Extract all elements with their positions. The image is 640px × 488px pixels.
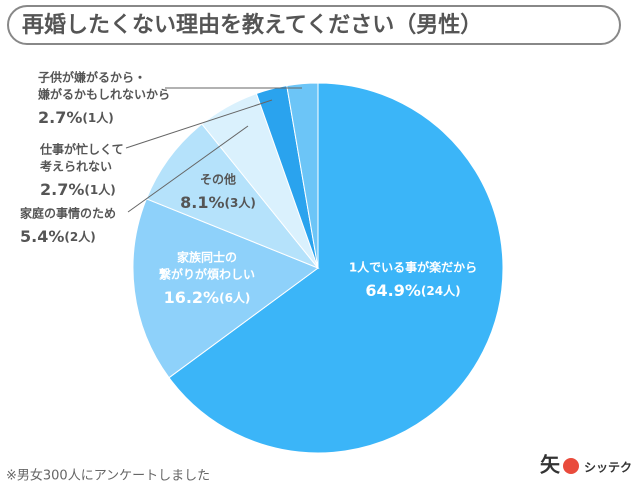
slice-label: 仕事が忙しくて (39, 142, 124, 157)
slice-label: その他 (200, 172, 236, 187)
pie-slice (168, 82, 504, 454)
count-label: (24人) (421, 283, 461, 298)
logo: 矢 シッテク (540, 453, 632, 477)
leader-line (125, 99, 273, 149)
pie-slice (286, 82, 319, 269)
title-frame (7, 5, 621, 45)
value-label: 16.2% (164, 288, 220, 307)
value-label: 5.4% (20, 227, 64, 246)
value-label: 2.7% (38, 108, 82, 127)
slice-value: 5.4%(2人) (20, 227, 96, 246)
value-label: 2.7% (40, 180, 84, 199)
slice-label: 1人でいる事が楽だから (349, 260, 477, 275)
slice-label: 嫌がるかもしれないから (37, 87, 170, 102)
value-label: 8.1% (180, 193, 224, 212)
count-label: (1人) (82, 110, 113, 125)
slice-label: 考えられない (40, 159, 112, 174)
slice-value: 64.9%(24人) (365, 281, 460, 300)
logo-dot (563, 458, 579, 474)
count-label: (3人) (225, 195, 256, 210)
slice-label: 家族同士の (177, 250, 237, 265)
value-label: 64.9% (365, 281, 421, 300)
pie-slice (132, 198, 320, 379)
slice-value: 16.2%(6人) (164, 288, 251, 307)
slice-label: 繋がりが煩わしい (159, 267, 255, 282)
leader-line (127, 125, 249, 213)
slice-value: 2.7%(1人) (40, 180, 116, 199)
slice-label: 子供が嫌がるから・ (38, 70, 146, 85)
slice-label: 家庭の事情のため (20, 206, 116, 221)
chart-title: 再婚したくない理由を教えてください（男性） (22, 12, 482, 38)
logo-icon: 矢 (540, 453, 561, 477)
count-label: (1人) (84, 182, 115, 197)
slice-value: 8.1%(3人) (180, 193, 256, 212)
count-label: (2人) (64, 229, 95, 244)
pie-slice (145, 123, 320, 270)
count-label: (6人) (219, 290, 250, 305)
slice-value: 2.7%(1人) (38, 108, 114, 127)
logo-text: シッテク (584, 461, 632, 475)
footnote: ※男女300人にアンケートしました (6, 468, 210, 484)
